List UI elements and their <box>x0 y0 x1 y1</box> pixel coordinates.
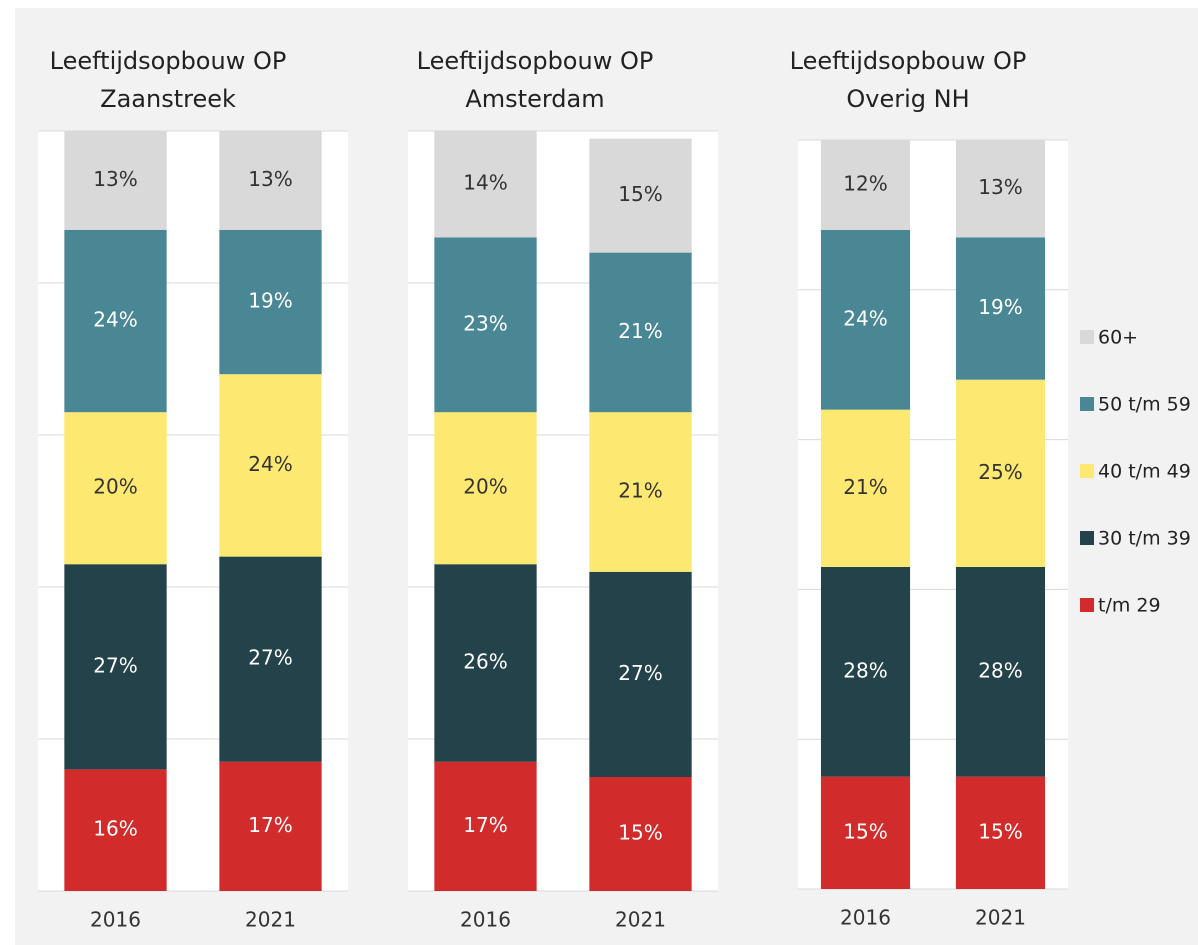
chart-title: Zaanstreek <box>100 85 236 113</box>
data-label: 21% <box>618 319 662 343</box>
data-label: 27% <box>618 661 662 685</box>
bar-segment <box>219 131 322 230</box>
data-label: 24% <box>248 452 292 476</box>
legend-label: 60+ <box>1098 327 1138 349</box>
data-label: 24% <box>93 308 137 332</box>
data-label: 15% <box>618 821 662 845</box>
data-label: 28% <box>843 658 887 682</box>
data-label: 21% <box>843 475 887 499</box>
x-tick-label: 2021 <box>615 908 666 932</box>
data-label: 16% <box>93 817 137 841</box>
data-label: 25% <box>978 460 1022 484</box>
bar-segment <box>820 566 911 777</box>
data-label: 27% <box>93 653 137 677</box>
legend-label: 30 t/m 39 <box>1098 528 1191 550</box>
bar-segment <box>434 412 537 565</box>
legend-swatch <box>1080 330 1094 344</box>
bar-segment <box>64 564 167 770</box>
bar-segment <box>955 776 1046 889</box>
bar-segment <box>955 379 1046 567</box>
bar-segment <box>64 131 167 230</box>
bar-segment <box>589 138 692 253</box>
data-label: 20% <box>463 475 507 499</box>
data-label: 19% <box>248 289 292 313</box>
bar-segment <box>219 556 322 762</box>
data-label: 17% <box>248 813 292 837</box>
data-label: 28% <box>978 658 1022 682</box>
data-label: 13% <box>978 175 1022 199</box>
bar-segment <box>434 761 537 891</box>
data-label: 23% <box>463 311 507 335</box>
data-label: 15% <box>618 182 662 206</box>
data-label: 15% <box>978 819 1022 843</box>
bar-segment <box>820 409 911 567</box>
bar-segment <box>820 229 911 410</box>
data-label: 27% <box>248 646 292 670</box>
data-label: 19% <box>978 295 1022 319</box>
legend-swatch <box>1080 397 1094 411</box>
bar-segment <box>955 566 1046 777</box>
legend-swatch <box>1080 464 1094 478</box>
bar-segment <box>955 237 1046 380</box>
bar-segment <box>434 237 537 413</box>
chart-title: Amsterdam <box>465 85 604 113</box>
chart-title: Leeftijdsopbouw OP <box>417 47 654 75</box>
data-label: 21% <box>618 479 662 503</box>
chart-title: Overig NH <box>846 85 969 113</box>
chart-title: Leeftijdsopbouw OP <box>50 47 287 75</box>
bar-segment <box>589 252 692 413</box>
data-label: 13% <box>248 167 292 191</box>
data-label: 15% <box>843 819 887 843</box>
bar-segment <box>434 564 537 762</box>
bar-segment <box>64 412 167 565</box>
data-label: 12% <box>843 171 887 195</box>
bar-segment <box>219 761 322 891</box>
data-label: 17% <box>463 813 507 837</box>
bar-segment <box>820 140 911 230</box>
data-label: 26% <box>463 650 507 674</box>
legend-swatch <box>1080 531 1094 545</box>
data-label: 20% <box>93 475 137 499</box>
data-label: 14% <box>463 171 507 195</box>
chart-title: Leeftijdsopbouw OP <box>790 47 1027 75</box>
bar-segment <box>589 777 692 891</box>
bar-segment <box>219 229 322 375</box>
bar-segment <box>64 229 167 413</box>
data-label: 13% <box>93 167 137 191</box>
bar-segment <box>219 374 322 557</box>
x-tick-label: 2016 <box>840 906 891 930</box>
x-tick-label: 2021 <box>975 906 1026 930</box>
bar-segment <box>434 131 537 238</box>
bar-segment <box>955 140 1046 238</box>
x-tick-label: 2021 <box>245 908 296 932</box>
legend-label: 40 t/m 49 <box>1098 461 1191 483</box>
bar-segment <box>64 769 167 891</box>
bar-segment <box>589 412 692 572</box>
x-tick-label: 2016 <box>90 908 141 932</box>
data-label: 24% <box>843 306 887 330</box>
bar-segment <box>589 571 692 777</box>
legend-label: 50 t/m 59 <box>1098 394 1191 416</box>
legend-label: t/m 29 <box>1098 595 1161 617</box>
bar-segment <box>820 776 911 889</box>
legend-swatch <box>1080 598 1094 612</box>
x-tick-label: 2016 <box>460 908 511 932</box>
